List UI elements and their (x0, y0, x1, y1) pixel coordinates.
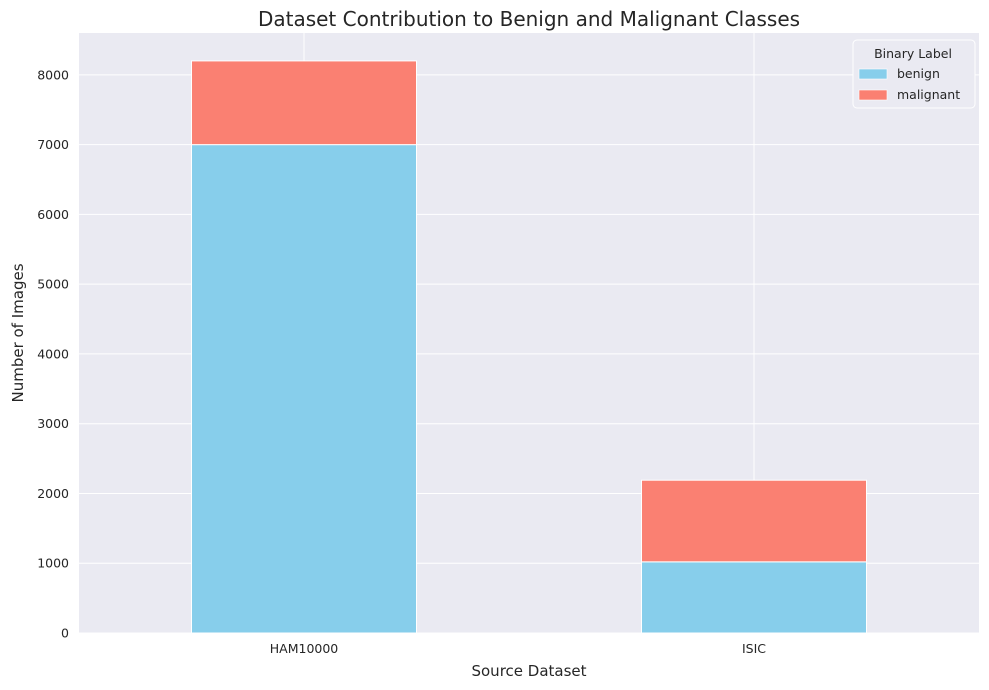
y-tick-label: 5000 (37, 277, 69, 292)
legend: Binary Label benign malignant (852, 39, 976, 109)
legend-title: Binary Label (874, 46, 952, 61)
bar-malignant-ham10000 (191, 60, 417, 146)
y-tick-label: 7000 (37, 137, 69, 152)
legend-label-benign: benign (897, 66, 940, 81)
chart-title: Dataset Contribution to Benign and Malig… (258, 7, 800, 31)
y-axis-label: Number of Images (9, 263, 27, 402)
bar-benign-isic (641, 561, 867, 634)
x-axis-ticks: HAM10000 ISIC (270, 641, 767, 656)
legend-swatch-benign (858, 68, 888, 80)
y-tick-label: 3000 (37, 416, 69, 431)
x-tick-label: HAM10000 (270, 641, 339, 656)
bar-benign-ham10000 (191, 144, 417, 634)
y-tick-label: 2000 (37, 486, 69, 501)
y-tick-label: 8000 (37, 67, 69, 82)
bar-malignant-isic (641, 479, 867, 563)
y-tick-label: 4000 (37, 346, 69, 361)
y-tick-label: 0 (61, 626, 69, 641)
y-axis-ticks: 0 1000 2000 3000 4000 5000 6000 7000 8000 (37, 67, 69, 640)
x-axis-label: Source Dataset (471, 662, 586, 680)
legend-label-malignant: malignant (897, 87, 960, 102)
y-tick-label: 1000 (37, 556, 69, 571)
y-tick-label: 6000 (37, 207, 69, 222)
bars (191, 60, 867, 634)
x-tick-label: ISIC (742, 641, 766, 656)
legend-swatch-malignant (858, 89, 888, 101)
